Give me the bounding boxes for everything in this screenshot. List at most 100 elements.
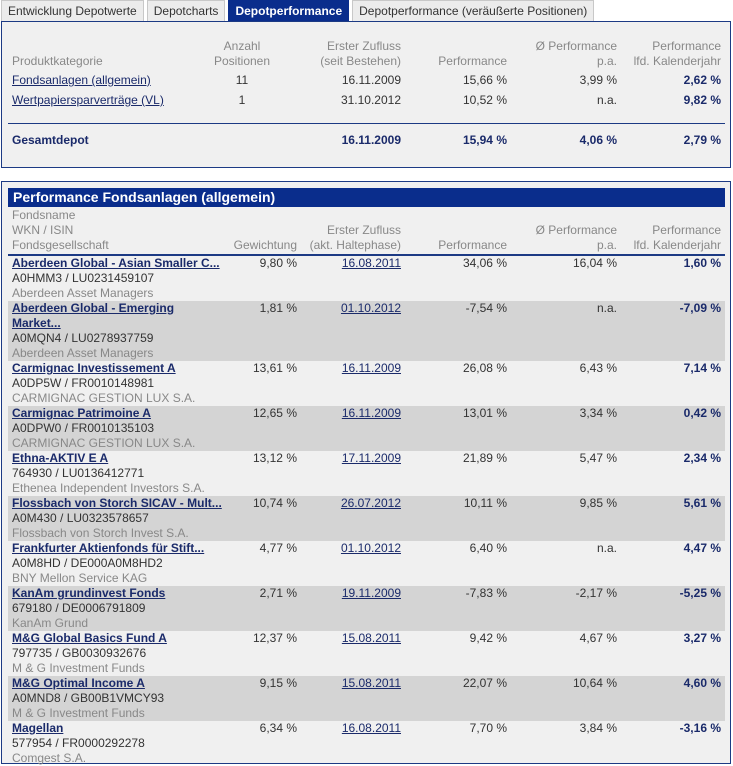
performance-value: 6,40 % bbox=[469, 541, 507, 555]
fund-ids: 577954 / FR0000292278 bbox=[12, 736, 145, 750]
tab-bar: Entwicklung Depotwerte Depotcharts Depot… bbox=[1, 0, 595, 21]
performance-pa-value: 9,85 % bbox=[579, 496, 617, 510]
fund-row: Ethna-AKTIV E A 764930 / LU0136412771 Ethe… bbox=[8, 451, 725, 496]
fund-name-link[interactable]: Carmignac Patrimoine A bbox=[12, 406, 151, 420]
performance-pa-value: 10,64 % bbox=[572, 676, 617, 690]
performance-pa-value: 3,84 % bbox=[579, 721, 617, 735]
performance-lfd-value: 0,42 % bbox=[683, 406, 721, 420]
tab-depotperformance[interactable]: Depotperformance bbox=[228, 0, 350, 21]
funds-panel-title: Performance Fondsanlagen (allgemein) bbox=[8, 188, 725, 207]
performance-value: 26,08 % bbox=[462, 361, 507, 375]
fund-company: Aberdeen Asset Managers bbox=[12, 286, 154, 300]
header-performance-lfd: Performance lfd. Kalenderjahr bbox=[633, 39, 721, 68]
fund-ids: 797735 / GB0030932676 bbox=[12, 646, 147, 660]
header-zufluss: Erster Zufluss (seit Bestehen) bbox=[320, 39, 401, 68]
fund-row: Magellan 577954 / FR0000292278 Comgest S.A… bbox=[8, 721, 725, 766]
fund-row: M&G Global Basics Fund A 797735 / GB00309… bbox=[8, 631, 725, 676]
summary-row: Fondsanlagen (allgemein) 11 16.11.2009 1… bbox=[8, 69, 725, 89]
fund-name-link[interactable]: Ethna-AKTIV E A bbox=[12, 451, 109, 465]
header-performance-pa: Ø Performance p.a. bbox=[535, 39, 617, 68]
total-performance-lfd: 2,79 % bbox=[683, 133, 721, 147]
header-performance-pa: Ø Performance p.a. bbox=[511, 208, 621, 256]
performance-value: 21,89 % bbox=[462, 451, 507, 465]
performance-pa-value: 5,47 % bbox=[579, 451, 617, 465]
fund-name-link[interactable]: M&G Optimal Income A bbox=[12, 676, 145, 690]
gewichtung-value: 12,37 % bbox=[252, 631, 297, 645]
gewichtung-value: 6,34 % bbox=[259, 721, 297, 735]
performance-pa-value: 4,67 % bbox=[579, 631, 617, 645]
fund-ids: A0DPW0 / FR0010135103 bbox=[12, 421, 155, 435]
performance-pa-value: n.a. bbox=[596, 93, 617, 107]
summary-header-row: Produktkategorie Anzahl Positionen Erster… bbox=[8, 36, 725, 69]
performance-lfd-value: 3,27 % bbox=[683, 631, 721, 645]
tab-depotperformance-veraeussert[interactable]: Depotperformance (veräußerte Positionen) bbox=[352, 0, 595, 21]
zufluss-link[interactable]: 17.11.2009 bbox=[341, 451, 401, 465]
zufluss-link[interactable]: 26.07.2012 bbox=[340, 496, 401, 510]
performance-value: 10,11 % bbox=[463, 496, 507, 510]
zufluss-link[interactable]: 19.11.2009 bbox=[341, 586, 401, 600]
fund-name-link[interactable]: Aberdeen Global - Emerging Market... bbox=[12, 301, 175, 330]
fund-ids: A0MND8 / GB00B1VMCY93 bbox=[12, 691, 165, 705]
performance-lfd-value: -3,16 % bbox=[679, 721, 721, 735]
gewichtung-value: 9,80 % bbox=[259, 256, 297, 270]
zufluss-link[interactable]: 16.11.2009 bbox=[341, 361, 401, 375]
fund-row: Carmignac Patrimoine A A0DPW0 / FR0010135… bbox=[8, 406, 725, 451]
fund-company: M & G Investment Funds bbox=[12, 661, 145, 675]
fund-row: Aberdeen Global - Asian Smaller C... A0HM… bbox=[8, 255, 725, 301]
header-performance: Performance bbox=[438, 54, 507, 68]
zufluss-link[interactable]: 15.08.2011 bbox=[341, 676, 401, 690]
total-row: Gesamtdepot 16.11.2009 15,94 % 4,06 % 2,… bbox=[8, 133, 725, 148]
tab-depotcharts[interactable]: Depotcharts bbox=[146, 0, 226, 21]
funds-header-row: Fondsname WKN / ISIN Fondsgesellschaft Gew… bbox=[8, 208, 725, 256]
fund-row: Flossbach von Storch SICAV - Mult... A0M4… bbox=[8, 496, 725, 541]
tab-entwicklung-depotwerte[interactable]: Entwicklung Depotwerte bbox=[1, 0, 144, 21]
category-link[interactable]: Wertpapiersparverträge (VL) bbox=[12, 93, 164, 107]
fund-company: KanAm Grund bbox=[12, 616, 89, 630]
performance-lfd-value: 4,60 % bbox=[683, 676, 721, 690]
performance-lfd-value: 2,62 % bbox=[683, 73, 721, 87]
fund-name-link[interactable]: M&G Global Basics Fund A bbox=[12, 631, 167, 645]
zufluss-link[interactable]: 16.11.2009 bbox=[341, 406, 401, 420]
anzahl-value: 1 bbox=[238, 93, 246, 107]
fund-name-link[interactable]: Carmignac Investissement A bbox=[12, 361, 176, 375]
gewichtung-value: 2,71 % bbox=[259, 586, 297, 600]
gewichtung-value: 13,12 % bbox=[252, 451, 297, 465]
category-link[interactable]: Fondsanlagen (allgemein) bbox=[12, 73, 151, 87]
fund-company: BNY Mellon Service KAG bbox=[12, 571, 148, 585]
zufluss-link[interactable]: 16.08.2011 bbox=[341, 721, 401, 735]
total-label: Gesamtdepot bbox=[12, 133, 89, 147]
zufluss-value: 16.11.2009 bbox=[341, 73, 401, 87]
header-anzahl: Anzahl Positionen bbox=[213, 39, 271, 68]
zufluss-link[interactable]: 15.08.2011 bbox=[341, 631, 401, 645]
performance-value: 22,07 % bbox=[462, 676, 507, 690]
fund-company: CARMIGNAC GESTION LUX S.A. bbox=[12, 391, 196, 405]
fund-ids: A0MQN4 / LU0278937759 bbox=[12, 331, 154, 345]
zufluss-link[interactable]: 16.08.2011 bbox=[341, 256, 401, 270]
gewichtung-value: 12,65 % bbox=[252, 406, 297, 420]
fund-row: Frankfurter Aktienfonds für Stift... A0M8… bbox=[8, 541, 725, 586]
fund-company: CARMIGNAC GESTION LUX S.A. bbox=[12, 436, 196, 450]
fund-ids: A0M8HD / DE000A0M8HD2 bbox=[12, 556, 163, 570]
fund-name-link[interactable]: Frankfurter Aktienfonds für Stift... bbox=[12, 541, 205, 555]
zufluss-link[interactable]: 01.10.2012 bbox=[340, 301, 401, 315]
fund-company: Comgest S.A. bbox=[12, 751, 87, 765]
fund-ids: A0HMM3 / LU0231459107 bbox=[12, 271, 155, 285]
fund-row: KanAm grundinvest Fonds 679180 / DE000679… bbox=[8, 586, 725, 631]
summary-table: Produktkategorie Anzahl Positionen Erster… bbox=[8, 36, 725, 148]
performance-lfd-value: 9,82 % bbox=[683, 93, 721, 107]
fund-name-link[interactable]: Aberdeen Global - Asian Smaller C... bbox=[12, 256, 220, 270]
fund-name-link[interactable]: KanAm grundinvest Fonds bbox=[12, 586, 166, 600]
performance-value: -7,83 % bbox=[465, 586, 507, 600]
fund-name-link[interactable]: Magellan bbox=[12, 721, 64, 735]
total-performance-pa: 4,06 % bbox=[579, 133, 617, 147]
header-performance: Performance bbox=[405, 208, 511, 256]
gewichtung-value: 4,77 % bbox=[259, 541, 297, 555]
fund-name-link[interactable]: Flossbach von Storch SICAV - Mult... bbox=[12, 496, 222, 510]
performance-lfd-value: 2,34 % bbox=[683, 451, 721, 465]
fund-ids: 764930 / LU0136412771 bbox=[12, 466, 145, 480]
fund-row: M&G Optimal Income A A0MND8 / GB00B1VMCY9… bbox=[8, 676, 725, 721]
header-kategorie: Produktkategorie bbox=[12, 54, 103, 68]
zufluss-link[interactable]: 01.10.2012 bbox=[340, 541, 401, 555]
performance-pa-value: n.a. bbox=[596, 541, 617, 555]
gewichtung-value: 13,61 % bbox=[252, 361, 297, 375]
